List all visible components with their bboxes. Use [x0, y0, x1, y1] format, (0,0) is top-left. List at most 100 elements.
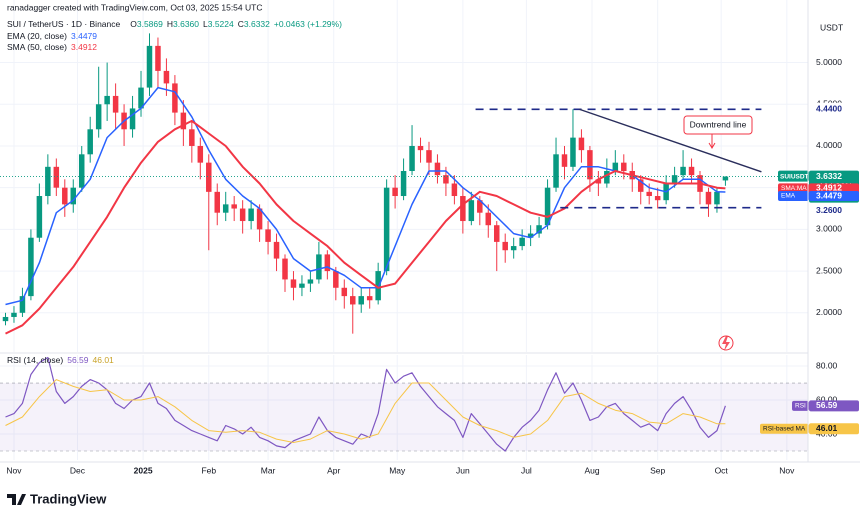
candle-body	[11, 312, 17, 317]
level-badge-value: 3.2600	[816, 205, 842, 215]
level-badge	[808, 102, 860, 116]
ma-badge-tag	[778, 183, 809, 194]
legend-value: 3.4479	[71, 31, 97, 41]
candle-body	[417, 145, 424, 151]
ma-badge-value: 3.4912	[816, 183, 842, 193]
candle-body	[222, 204, 229, 213]
rsi-badge	[809, 400, 859, 412]
candle-body	[409, 145, 415, 171]
candle-body	[307, 279, 314, 284]
rsi-ma-badge-value: 46.01	[816, 423, 838, 433]
rsi-ma-badge-tag	[760, 423, 809, 434]
candle-body	[214, 191, 220, 213]
candle-body	[400, 170, 407, 197]
x-tick-label: Aug	[584, 465, 599, 475]
candle-body	[654, 196, 661, 201]
candle-body	[333, 271, 339, 288]
x-tick-label: Apr	[327, 465, 340, 475]
candle-body	[197, 145, 204, 163]
x-tick-label: Sep	[650, 465, 665, 475]
symbol-badge	[778, 170, 809, 182]
candle-body	[138, 87, 144, 109]
candle-body	[587, 150, 593, 180]
x-tick-label: Jul	[521, 465, 532, 475]
legend-name: SMA (50, close)	[7, 42, 67, 52]
ma-badge-name: SMA:MA	[781, 185, 807, 192]
x-tick-label: Feb	[201, 465, 216, 475]
ohlc-value: 3.6332	[244, 19, 270, 29]
ohlc-value: 3.5224	[208, 19, 234, 29]
y-tick-label: 5.0000	[816, 57, 842, 67]
moving-average	[5, 86, 726, 306]
ohlc-key: O	[130, 19, 137, 29]
overlay: Downtrend lineSUIUSDT3.6332+104.96%08:05…	[0, 102, 860, 435]
candle-body	[705, 191, 712, 205]
legend-entry: EMA (20, close) 3.4479	[7, 31, 97, 41]
annotation: Downtrend line	[690, 119, 747, 129]
candle-body	[375, 271, 381, 301]
moving-average	[5, 119, 726, 335]
candle-body	[460, 196, 466, 222]
candle-body	[646, 191, 652, 197]
candle-body	[688, 166, 695, 176]
candle-body	[248, 208, 254, 222]
candle-body	[53, 166, 60, 188]
candle-body	[468, 200, 475, 222]
candle-body	[112, 95, 119, 113]
candle-body	[70, 187, 77, 205]
candle-body	[595, 179, 602, 184]
logo: TradingView	[7, 491, 107, 506]
candle-body	[477, 200, 483, 213]
candle-body	[451, 183, 458, 197]
candle-body	[19, 296, 26, 313]
x-tick-label: 2025	[134, 465, 153, 475]
ohlc-key: H	[167, 19, 173, 29]
y-tick-label: 2.5000	[816, 265, 842, 275]
candle-body	[231, 204, 237, 209]
rsi-tick-label: 60.00	[816, 394, 838, 404]
candle-body	[2, 316, 9, 322]
candle-body	[536, 225, 542, 234]
candle-body	[392, 187, 398, 197]
ohlc-value: 3.5869	[137, 19, 163, 29]
credit: ranadagger created with TradingView.com,…	[7, 2, 262, 12]
candle-body	[282, 258, 288, 280]
candle-body	[206, 162, 212, 192]
candle-body	[578, 137, 585, 151]
x-tick-label: Oct	[715, 465, 729, 475]
ohlc-value: 3.6360	[173, 19, 199, 29]
trendline	[579, 108, 762, 173]
annotation-box	[683, 115, 753, 135]
candle-body	[621, 162, 627, 171]
candle-body	[78, 154, 85, 188]
symbol-badge-label: SUIUSDT	[780, 173, 809, 180]
ohlc-key: L	[203, 19, 208, 29]
candle-body	[443, 175, 449, 184]
symbol-name: SUI / TetherUS · 1D · Binance	[7, 19, 120, 29]
rsi-line	[5, 356, 726, 452]
candle-body	[485, 212, 492, 226]
candle-body	[527, 233, 534, 238]
candle-body	[493, 225, 500, 242]
brand: TradingView	[30, 491, 107, 506]
legend: EMA (20, close) 3.4479 SMA (50, close) 3.49…	[7, 31, 114, 365]
rsi-badge-value: 56.59	[816, 400, 838, 410]
rsi-ma-badge	[809, 423, 859, 435]
candle-body	[561, 154, 568, 167]
candle-body	[265, 229, 271, 242]
ohlc-change: +0.0463 (+1.29%)	[274, 19, 342, 29]
candle-body	[358, 296, 364, 305]
candle-body	[155, 45, 161, 71]
candle-body	[172, 83, 178, 113]
rsi-ma-line	[5, 379, 726, 443]
currency: USDT	[820, 22, 843, 32]
candle-body	[45, 166, 51, 197]
x-tick-label: Jun	[456, 465, 470, 475]
candle-body	[299, 283, 305, 288]
ma-badge-name: EMA	[781, 193, 796, 200]
rsi-legend-ma: 46.01	[93, 355, 115, 365]
candle-body	[680, 166, 686, 176]
ma-badge-tag	[778, 191, 809, 202]
candle-body	[519, 237, 525, 247]
